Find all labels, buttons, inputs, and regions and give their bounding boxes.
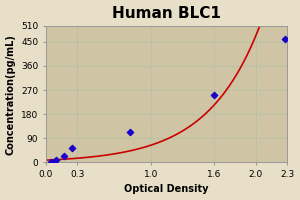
X-axis label: Optical Density: Optical Density <box>124 184 209 194</box>
Point <box>49 161 54 164</box>
Point <box>70 147 75 150</box>
Title: Human BLC1: Human BLC1 <box>112 6 221 21</box>
Point <box>61 155 66 158</box>
Point <box>128 130 132 133</box>
Point <box>212 94 216 97</box>
Point <box>283 38 288 41</box>
Y-axis label: Concentration(pg/mL): Concentration(pg/mL) <box>6 34 16 155</box>
Point <box>54 159 59 162</box>
